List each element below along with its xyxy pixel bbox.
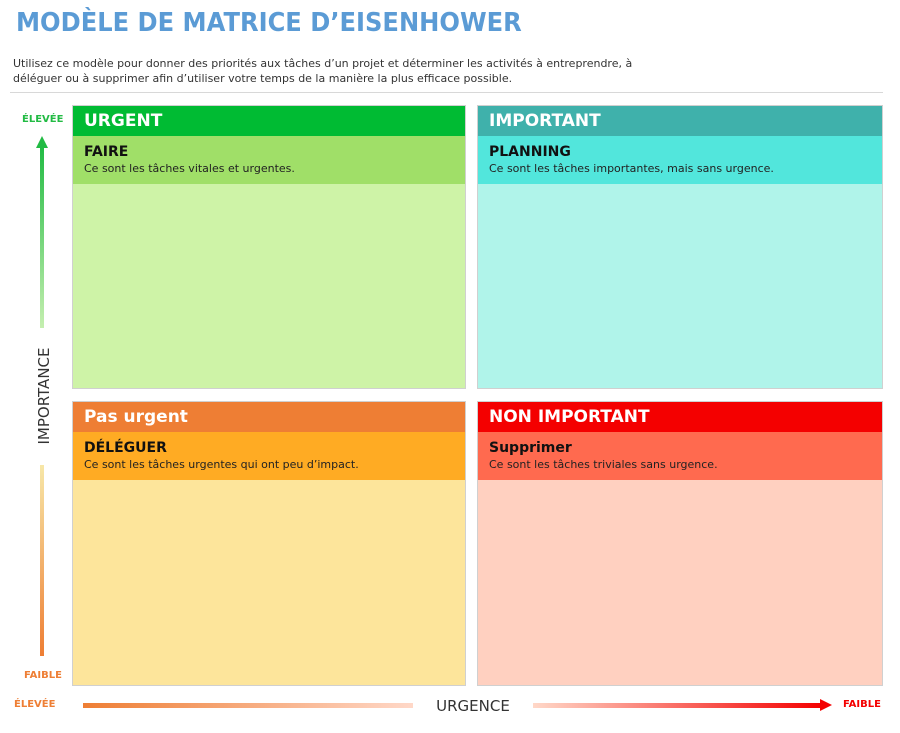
quadrant-subheader: DÉLÉGUER Ce sont les tâches urgentes qui… (73, 432, 465, 480)
importance-low-bar (40, 465, 44, 656)
quadrant-task-area[interactable] (478, 480, 882, 685)
quadrant-task-area[interactable] (73, 184, 465, 388)
urgency-label: URGENCE (436, 697, 510, 715)
quadrant-important-planning: IMPORTANT PLANNING Ce sont les tâches im… (477, 105, 883, 389)
quadrant-header: NON IMPORTANT (478, 402, 882, 432)
divider (10, 92, 883, 93)
urgency-high-label: ÉLEVÉE (14, 699, 56, 710)
quadrant-description: Ce sont les tâches importantes, mais san… (489, 162, 774, 175)
quadrant-description: Ce sont les tâches urgentes qui ont peu … (84, 458, 359, 471)
quadrant-header: URGENT (73, 106, 465, 136)
quadrant-task-area[interactable] (73, 480, 465, 685)
description: Utilisez ce modèle pour donner des prior… (13, 57, 633, 85)
quadrant-subheader: PLANNING Ce sont les tâches importantes,… (478, 136, 882, 184)
quadrant-title: PLANNING (489, 144, 571, 160)
quadrant-description: Ce sont les tâches vitales et urgentes. (84, 162, 295, 175)
quadrant-header: IMPORTANT (478, 106, 882, 136)
importance-high-bar (40, 147, 44, 328)
quadrant-subheader: Supprimer Ce sont les tâches triviales s… (478, 432, 882, 480)
quadrant-title: FAIRE (84, 144, 129, 160)
quadrant-non-important-supprimer: NON IMPORTANT Supprimer Ce sont les tâch… (477, 401, 883, 686)
importance-low-label: FAIBLE (24, 670, 62, 681)
urgency-low-label: FAIBLE (843, 699, 881, 710)
quadrant-header: Pas urgent (73, 402, 465, 432)
quadrant-urgent-faire: URGENT FAIRE Ce sont les tâches vitales … (72, 105, 466, 389)
right-arrow-icon (820, 699, 832, 711)
urgency-high-bar (83, 703, 413, 708)
quadrant-pas-urgent-deleguer: Pas urgent DÉLÉGUER Ce sont les tâches u… (72, 401, 466, 686)
importance-high-label: ÉLEVÉE (22, 114, 64, 125)
quadrant-title: DÉLÉGUER (84, 440, 167, 456)
quadrant-description: Ce sont les tâches triviales sans urgenc… (489, 458, 718, 471)
importance-label: IMPORTANCE (35, 347, 53, 445)
quadrant-task-area[interactable] (478, 184, 882, 388)
quadrant-title: Supprimer (489, 440, 572, 456)
quadrant-subheader: FAIRE Ce sont les tâches vitales et urge… (73, 136, 465, 184)
urgency-low-bar (533, 703, 823, 708)
up-arrow-icon (36, 136, 48, 148)
page-title: MODÈLE DE MATRICE D’EISENHOWER (16, 8, 522, 38)
